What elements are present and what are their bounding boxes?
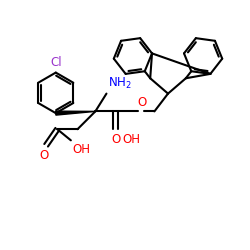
Text: Cl: Cl <box>50 56 62 69</box>
Text: OH: OH <box>72 143 90 156</box>
Text: O: O <box>111 133 120 146</box>
Text: O: O <box>40 149 49 162</box>
Polygon shape <box>56 111 95 115</box>
Text: OH: OH <box>122 133 140 146</box>
Text: NH$_2$: NH$_2$ <box>108 76 132 91</box>
Text: O: O <box>138 96 147 109</box>
